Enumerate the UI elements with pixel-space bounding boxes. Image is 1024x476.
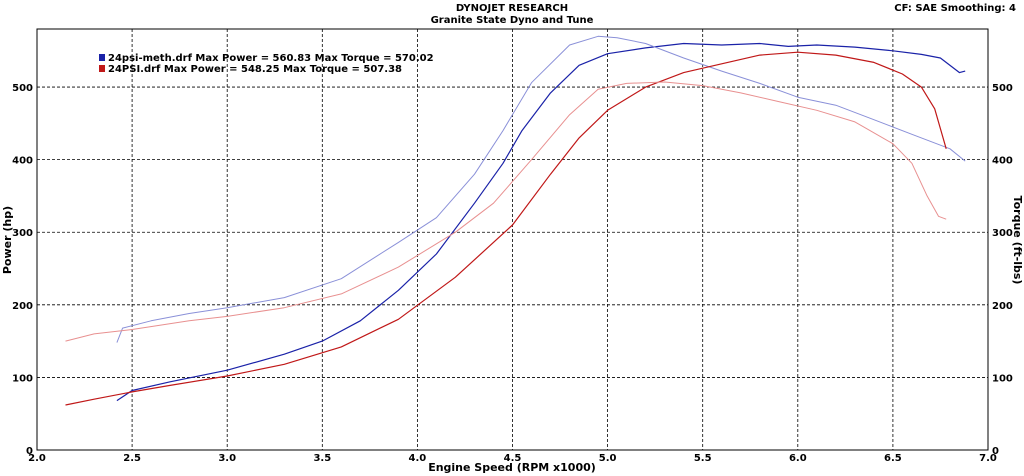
grid-lines [37,29,988,450]
chart-title: DYNOJET RESEARCH [455,3,569,14]
y-tick-label: 300 [12,228,33,239]
y2-tick-label: 500 [992,83,1013,94]
run2-power-line [65,51,947,406]
y2-axis-label: Torque (ft-lbs) [1011,196,1024,285]
y2-tick-label: 0 [992,446,999,457]
y-tick-label: 500 [12,83,33,94]
series-lines [65,35,966,406]
run1-power-line [116,42,966,402]
x-tick-label: 2.0 [28,453,46,464]
y2-tick-label: 400 [992,156,1013,167]
y-tick-label: 100 [12,373,33,384]
y-axis-label: Power (hp) [1,206,14,274]
chart-subtitle: Granite State Dyno and Tune [430,15,594,26]
x-tick-labels: 2.0 2.5 3.0 3.5 4.0 4.5 5.0 5.5 6.0 6.5 7.0 [28,453,997,464]
legend-swatch-run2 [99,65,105,72]
y2-tick-labels: 0 100 200 300 400 500 [992,83,1013,457]
y2-tick-label: 300 [992,228,1013,239]
legend-label-run1: 24psi-meth.drf Max Power = 560.83 Max To… [108,53,434,64]
x-tick-label: 6.5 [884,453,902,464]
y2-tick-label: 200 [992,301,1013,312]
legend-swatch-run1 [99,54,105,61]
x-axis-label: Engine Speed (RPM x1000) [428,461,596,474]
x-tick-label: 5.5 [694,453,712,464]
y-tick-label: 200 [12,301,33,312]
legend: 24psi-meth.drf Max Power = 560.83 Max To… [99,53,434,75]
legend-label-run2: 24PSI.drf Max Power = 548.25 Max Torque … [108,64,402,75]
x-tick-label: 3.5 [313,453,331,464]
run1-torque-line [116,35,966,343]
y-tick-label: 400 [12,156,33,167]
run2-torque-line [65,81,947,342]
x-tick-label: 2.5 [123,453,141,464]
y2-tick-label: 100 [992,373,1013,384]
x-tick-label: 4.0 [409,453,427,464]
x-tick-label: 7.0 [979,453,997,464]
x-tick-label: 5.0 [599,453,617,464]
y-tick-labels: 0 100 200 300 400 500 [12,83,33,457]
x-tick-label: 3.0 [218,453,236,464]
y-tick-label: 0 [26,446,33,457]
x-tick-label: 4.5 [504,453,522,464]
x-tick-label: 6.0 [789,453,807,464]
correction-factor-label: CF: SAE Smoothing: 4 [894,3,1016,14]
